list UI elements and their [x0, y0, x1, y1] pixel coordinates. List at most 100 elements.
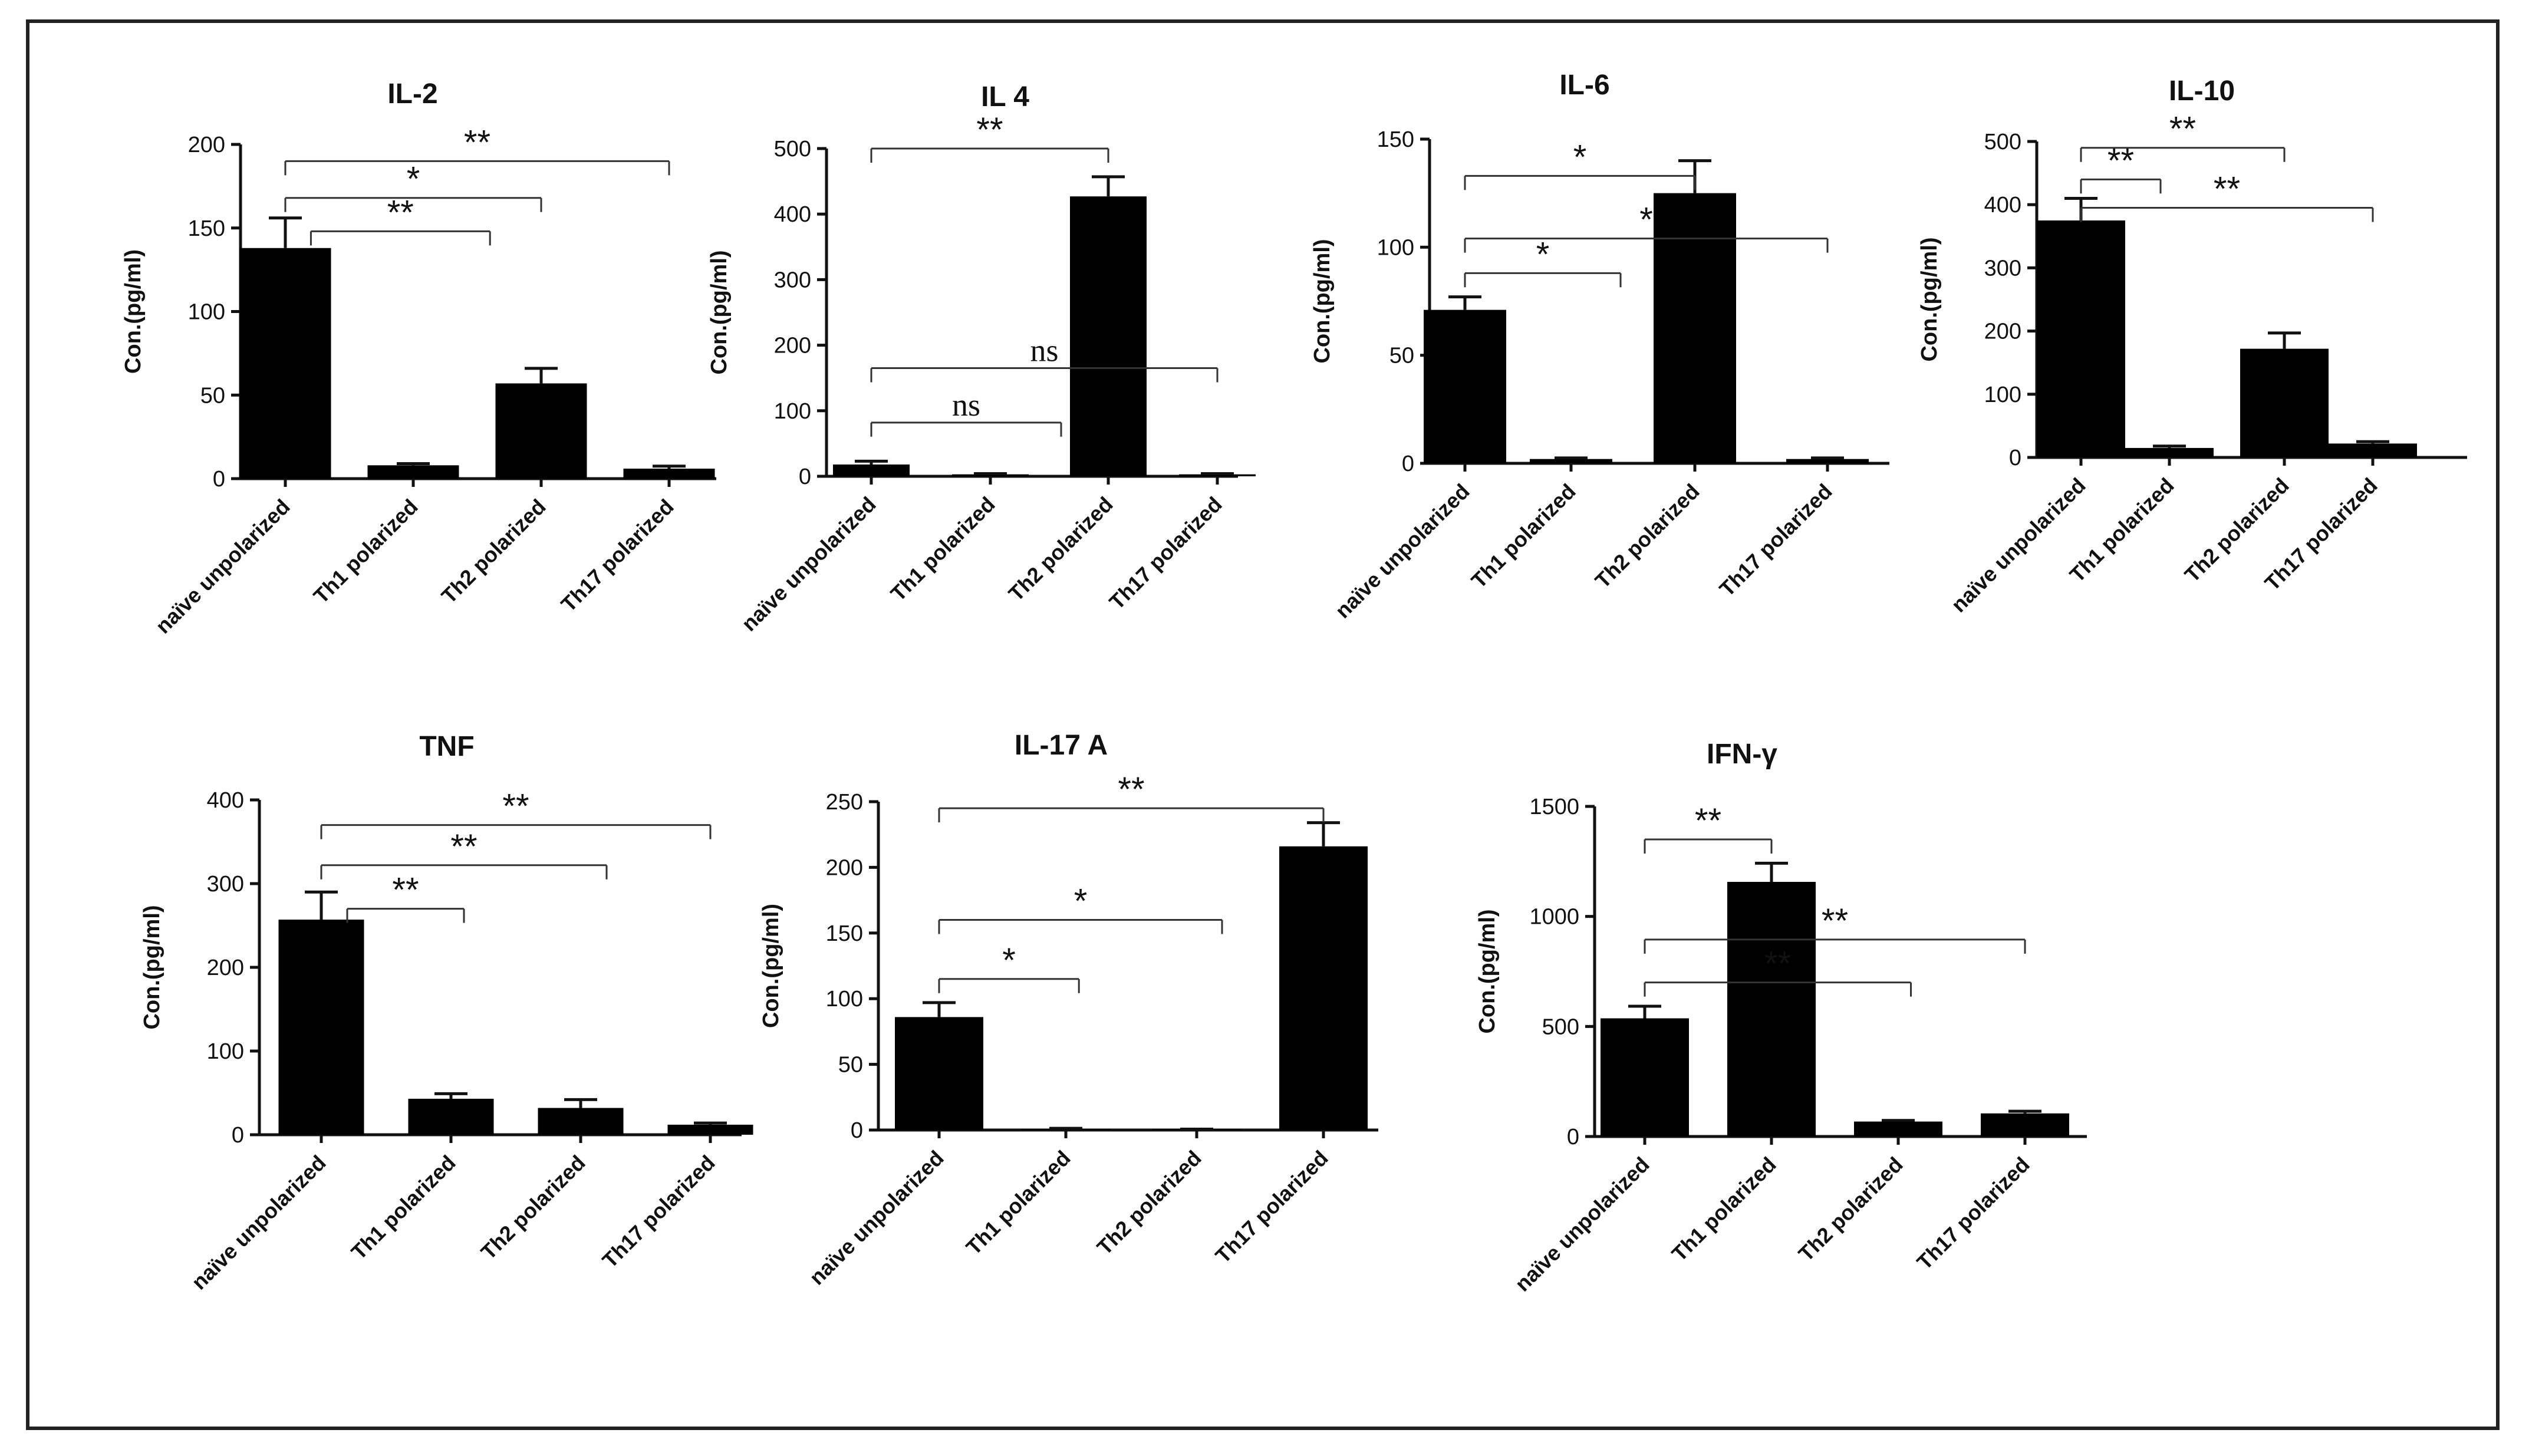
panel-4-y-tick-label: 400	[1984, 193, 2021, 218]
panel-2-y-tick-label: 300	[774, 268, 811, 292]
panel-7-y-axis-label: Con.(pg/ml)	[1475, 909, 1500, 1033]
panel-1-bar	[495, 383, 587, 479]
panel-6-significance-label: *	[1002, 941, 1016, 980]
panel-1-title: IL-2	[387, 78, 437, 110]
panel-1-y-tick-label: 100	[188, 300, 225, 325]
panel-4-title: IL-10	[2169, 75, 2235, 107]
panel-3-category-label: Th1 polarized	[1467, 479, 1580, 593]
panel-5-y-tick-label: 300	[207, 872, 244, 897]
panel-7-significance-label: **	[1764, 945, 1791, 983]
panel-5-category-label: Th17 polarized	[597, 1151, 719, 1273]
panel-1-bar	[623, 468, 715, 479]
panel-7-category-label: naïve unpolarized	[1510, 1152, 1654, 1296]
panel-3-bar	[1654, 193, 1736, 463]
panel-1-y-axis-label: Con.(pg/ml)	[121, 249, 146, 374]
panel-2-significance-label: ns	[952, 387, 980, 423]
panel-1-y-tick-label: 0	[213, 467, 225, 492]
panel-2-y-tick-label: 200	[774, 334, 811, 358]
panel-6-category-label: Th17 polarized	[1210, 1146, 1332, 1268]
panel-3-y-tick-label: 50	[1389, 344, 1414, 368]
panel-6-y-tick-label: 0	[851, 1118, 863, 1143]
panel-3-y-axis-label: Con.(pg/ml)	[1310, 239, 1335, 363]
panel-1-category-label: Th17 polarized	[556, 495, 678, 617]
panel-5-significance-label: **	[502, 788, 529, 826]
panel-7-y-tick-label: 500	[1542, 1014, 1579, 1039]
panel-4-y-tick-label: 500	[1984, 130, 2021, 154]
panel-3-bar	[1530, 459, 1612, 463]
panel-6-bar	[1279, 846, 1368, 1130]
panel-4-y-tick-label: 300	[1984, 256, 2021, 281]
panel-5-y-tick-label: 0	[232, 1123, 244, 1148]
panel-3-category-label: Th2 polarized	[1590, 479, 1704, 593]
panel-5-bar	[538, 1108, 624, 1135]
panel-1-significance-label: **	[464, 123, 490, 162]
panel-5-bar	[667, 1124, 753, 1135]
panel-2-y-tick-label: 500	[774, 137, 811, 162]
panel-6-category-label: Th1 polarized	[961, 1146, 1075, 1260]
panel-6-bar	[895, 1017, 983, 1130]
panel-2-category-label: Th2 polarized	[1004, 492, 1118, 606]
panel-3-significance-label: *	[1573, 138, 1587, 176]
panel-5-bar	[278, 920, 364, 1135]
panel-7-significance-label: **	[1822, 902, 1848, 940]
panel-5-y-axis-label: Con.(pg/ml)	[140, 905, 164, 1029]
panel-7-y-tick-label: 1000	[1529, 905, 1579, 930]
panel-7-significance-label: **	[1695, 802, 1721, 840]
panel-4-bar	[2240, 348, 2329, 457]
panel-4-y-axis-label: Con.(pg/ml)	[1917, 237, 1942, 361]
panel-7-category-label: Th2 polarized	[1794, 1152, 1908, 1266]
panel-2-bar	[1070, 196, 1147, 476]
panel-4-bar	[2329, 443, 2417, 457]
panel-5-category-label: naïve unpolarized	[187, 1151, 331, 1294]
panel-2-significance-label: ns	[1030, 333, 1058, 368]
panel-7-y-tick-label: 0	[1567, 1125, 1579, 1149]
panel-2-bar	[833, 464, 910, 476]
panel-5-y-tick-label: 200	[207, 956, 244, 980]
panel-4-significance-label: **	[2214, 170, 2240, 209]
panel-7-bar	[1981, 1113, 2069, 1137]
panel-3-y-tick-label: 150	[1377, 127, 1414, 152]
panel-1-bar	[367, 465, 459, 479]
panel-6-significance-label: **	[1118, 770, 1144, 809]
panel-6-y-tick-label: 250	[826, 790, 863, 815]
panel-5-category-label: Th1 polarized	[347, 1151, 460, 1264]
panel-3-category-label: naïve unpolarized	[1331, 479, 1474, 623]
panel-4-category-label: naïve unpolarized	[1947, 473, 2090, 617]
panel-1-category-label: naïve unpolarized	[151, 495, 295, 638]
panel-7-y-tick-label: 1500	[1529, 795, 1579, 819]
panel-5-y-tick-label: 100	[207, 1039, 244, 1064]
panel-4-y-tick-label: 100	[1984, 383, 2021, 407]
panel-2-category-label: Th17 polarized	[1104, 492, 1226, 614]
panel-5-category-label: Th2 polarized	[476, 1151, 590, 1264]
panel-2-y-axis-label: Con.(pg/ml)	[707, 250, 732, 374]
panel-7-bar	[1601, 1018, 1689, 1137]
panel-7-title: IFN-γ	[1707, 739, 1777, 770]
panel-7-bar	[1727, 882, 1816, 1137]
panel-5-title: TNF	[419, 731, 474, 762]
panel-1-category-label: Th1 polarized	[309, 495, 423, 608]
panel-1-significance-label: *	[407, 160, 420, 199]
panel-6-y-tick-label: 150	[826, 921, 863, 946]
panel-7-bar	[1854, 1121, 1942, 1137]
panel-7-category-label: Th17 polarized	[1912, 1152, 2034, 1274]
panel-3-title: IL-6	[1559, 70, 1609, 101]
panel-3-significance-label: *	[1536, 235, 1550, 274]
panel-6-category-label: Th2 polarized	[1092, 1146, 1206, 1260]
panel-3-bar	[1786, 459, 1869, 463]
panel-4-y-tick-label: 0	[2009, 446, 2021, 470]
panel-3-bar	[1424, 309, 1506, 463]
panel-4-bar	[2037, 220, 2125, 457]
panel-2-category-label: naïve unpolarized	[737, 492, 881, 636]
panel-6-y-tick-label: 200	[826, 855, 863, 880]
panel-1-significance-label: **	[387, 193, 414, 232]
panel-6-y-tick-label: 50	[838, 1053, 863, 1078]
panel-5-bar	[408, 1098, 494, 1135]
panel-4-bar	[2125, 447, 2214, 457]
panel-4-significance-label: **	[2108, 141, 2134, 180]
panel-3-y-tick-label: 0	[1402, 452, 1414, 476]
panel-6-significance-label: *	[1074, 882, 1088, 921]
panel-1-y-tick-label: 50	[200, 383, 225, 408]
panel-2-category-label: Th1 polarized	[886, 492, 1000, 606]
panel-4-significance-label: **	[2169, 110, 2196, 149]
